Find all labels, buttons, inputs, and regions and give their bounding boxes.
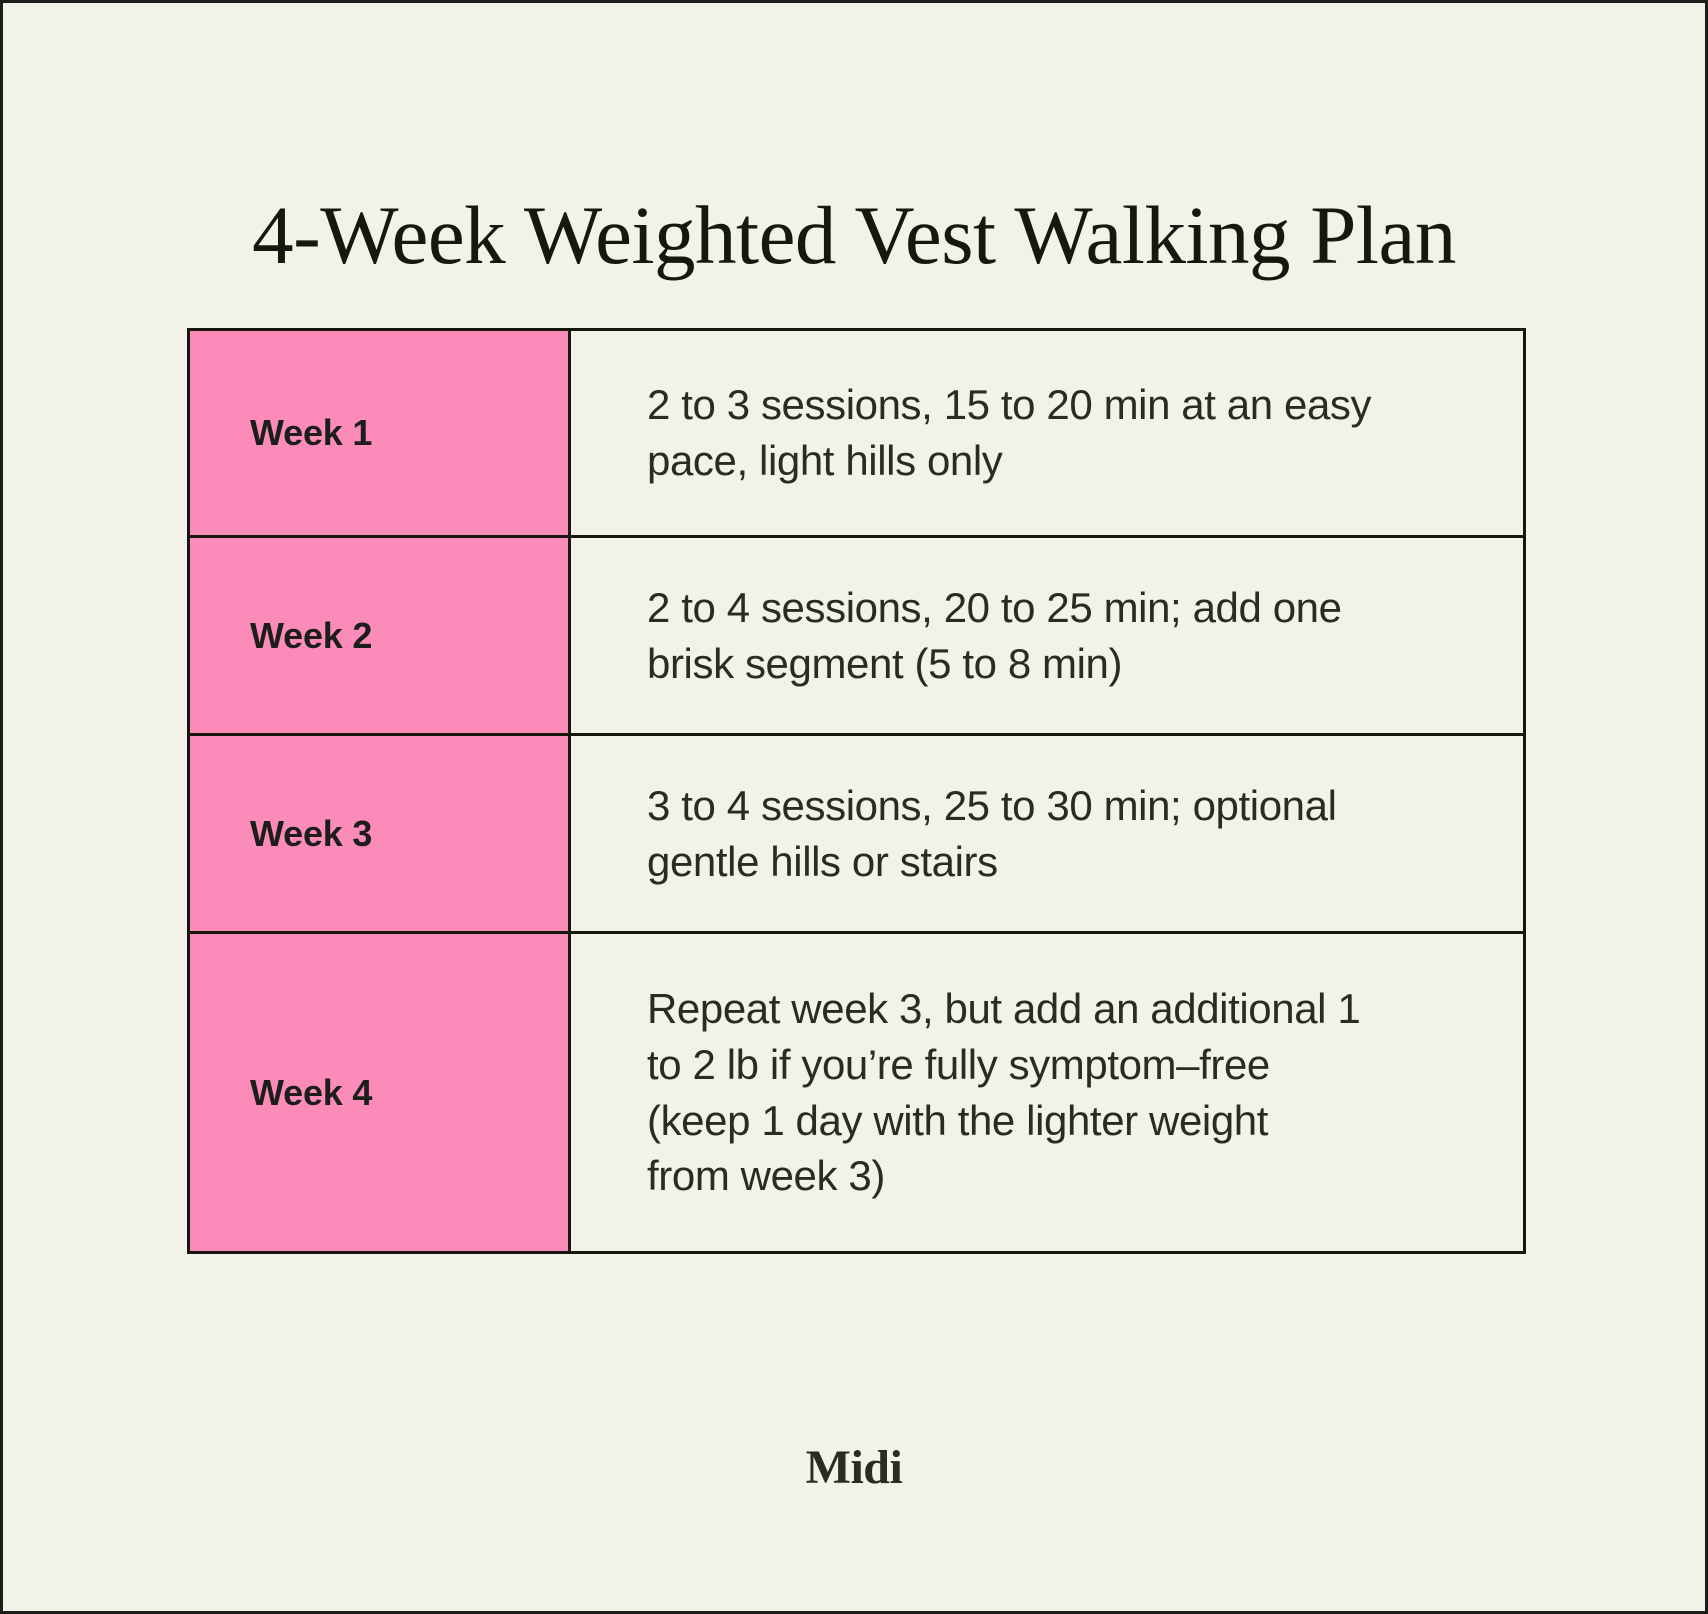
table-row: Week 4 Repeat week 3, but add an additio… <box>187 931 1526 1254</box>
description-line: pace, light hills only <box>647 437 1003 484</box>
week-label-cell: Week 1 <box>187 328 571 538</box>
table-row: Week 3 3 to 4 sessions, 25 to 30 min; op… <box>187 733 1526 934</box>
description-line: (keep 1 day with the lighter weight <box>647 1096 1269 1144</box>
description-line: Repeat week 3, but add an additional 1 <box>647 984 1361 1032</box>
description-line: 2 to 4 sessions, 20 to 25 min; add one <box>647 583 1342 631</box>
table-row: Week 2 2 to 4 sessions, 20 to 25 min; ad… <box>187 535 1526 736</box>
week-description-cell: 2 to 4 sessions, 20 to 25 min; add one b… <box>568 535 1526 736</box>
week-description-cell: Repeat week 3, but add an additional 1 t… <box>568 931 1526 1254</box>
description-line: 2 to 3 sessions, 15 to 20 min at an easy <box>647 381 1372 429</box>
week-description-cell: 3 to 4 sessions, 25 to 30 min; optional … <box>568 733 1526 934</box>
description-line: brisk segment (5 to 8 min) <box>647 639 1123 687</box>
table-row: Week 1 2 to 3 sessions, 15 to 20 min at … <box>187 328 1526 538</box>
weekly-plan-table: Week 1 2 to 3 sessions, 15 to 20 min at … <box>187 328 1526 1254</box>
week-description-cell: 2 to 3 sessions, 15 to 20 min at an easy… <box>568 328 1526 538</box>
brand-logo: Midi <box>805 1441 903 1494</box>
description-line: to 2 lb if you’re fully symptom–free <box>647 1040 1270 1088</box>
week-label-cell: Week 4 <box>187 931 571 1254</box>
description-line: from week 3) <box>647 1152 885 1200</box>
description-line: gentle hills or stairs <box>647 837 998 885</box>
description-line: 3 to 4 sessions, 25 to 30 min; optional <box>647 781 1337 829</box>
page-title: 4-Week Weighted Vest Walking Plan <box>252 188 1456 281</box>
week-label-cell: Week 3 <box>187 733 571 934</box>
week-label-cell: Week 2 <box>187 535 571 736</box>
